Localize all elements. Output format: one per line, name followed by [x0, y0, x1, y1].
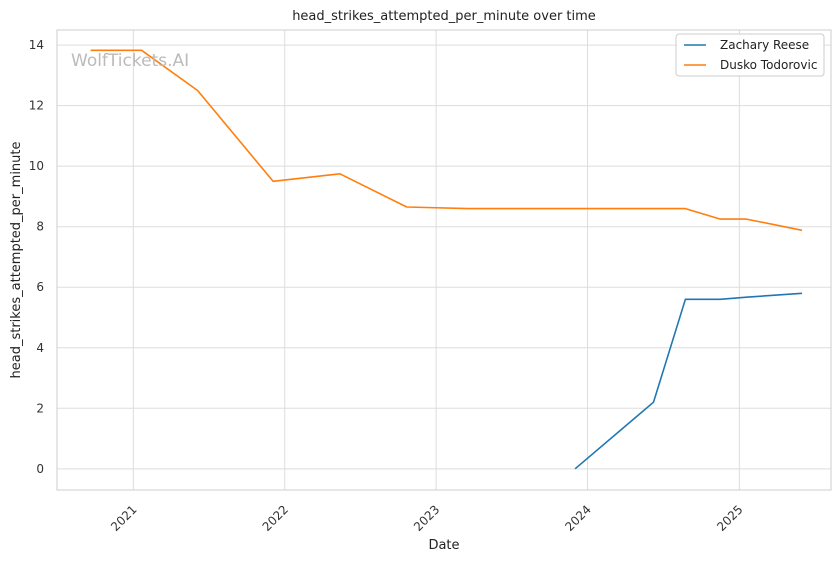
x-axis-label: Date: [428, 538, 459, 553]
series-lines: [90, 49, 803, 470]
watermark: WolfTickets.AI: [71, 51, 189, 71]
y-axis-label: head_strikes_attempted_per_minute: [9, 142, 24, 379]
y-tick-label: 10: [29, 159, 44, 173]
y-tick-label: 8: [36, 220, 44, 234]
legend-box: [675, 33, 825, 77]
legend: Zachary Reese Dusko Todorovic: [675, 33, 825, 77]
y-tick-label: 2: [36, 401, 44, 415]
legend-label: Zachary Reese: [720, 38, 809, 52]
series-line-1: [90, 49, 803, 232]
series-line-0: [574, 292, 803, 470]
y-tick-label: 12: [29, 99, 44, 113]
chart-title: head_strikes_attempted_per_minute over t…: [292, 9, 596, 24]
legend-label: Dusko Todorovic: [720, 58, 817, 72]
plot-area: [56, 29, 832, 491]
y-tick-label: 4: [36, 341, 44, 355]
y-tick-label: 14: [29, 38, 44, 52]
y-axis-ticks: 0 2 4 6 8 10 12 14: [29, 38, 44, 476]
y-tick-label: 6: [36, 280, 44, 294]
y-tick-label: 0: [36, 462, 44, 476]
